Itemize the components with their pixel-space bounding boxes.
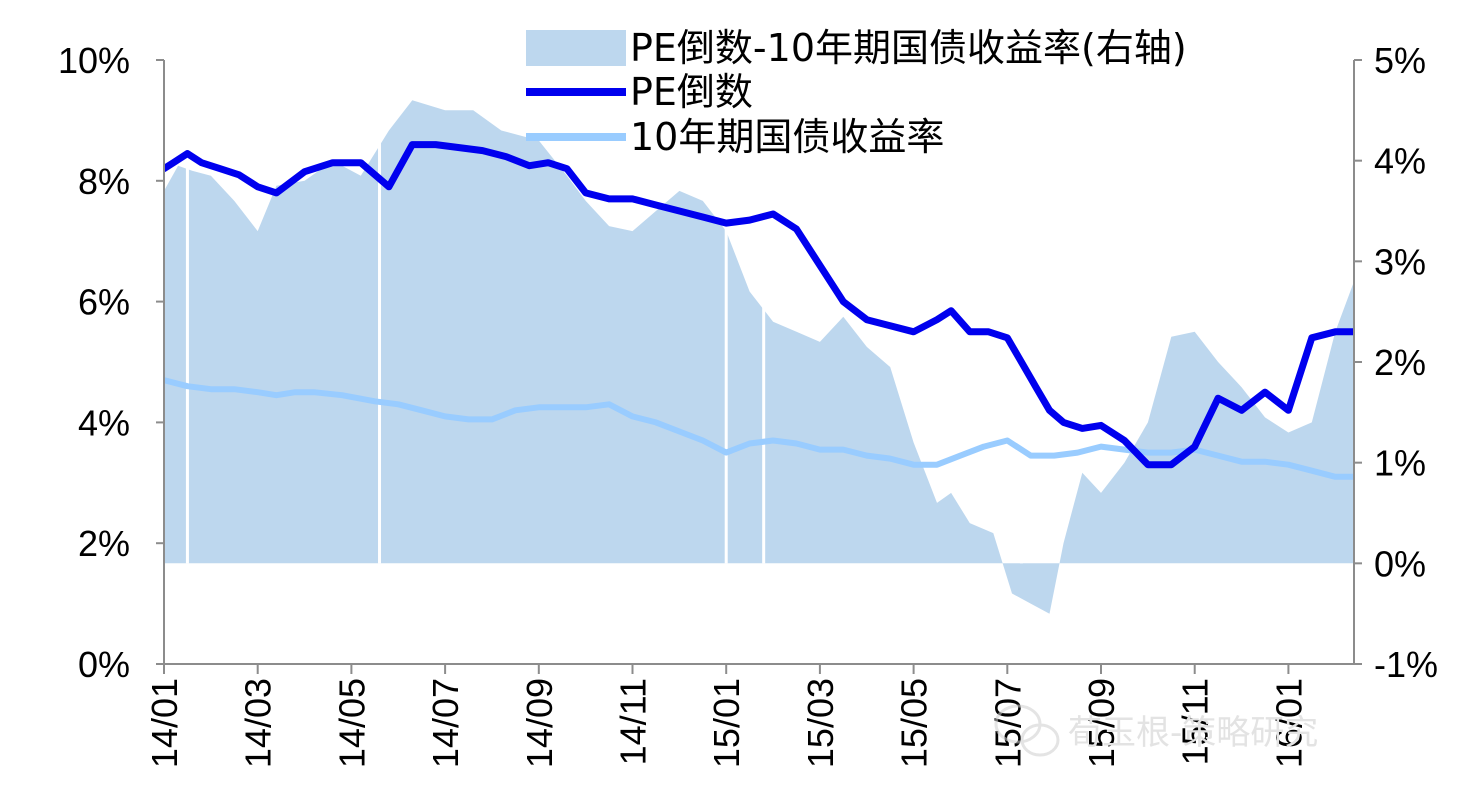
left-axis-tick-label: 2% — [78, 523, 130, 564]
x-axis-tick-label: 16/01 — [1268, 678, 1309, 768]
x-axis-tick-label: 15/07 — [987, 678, 1028, 768]
left-axis-tick-label: 6% — [78, 282, 130, 323]
x-axis-tick-label: 14/03 — [238, 678, 279, 768]
x-axis-tick-label: 15/03 — [800, 678, 841, 768]
legend-swatch-area — [526, 30, 626, 66]
x-axis-tick-label: 15/05 — [894, 678, 935, 768]
legend-label-area: PE倒数-10年期国债收益率(右轴) — [630, 26, 1187, 70]
right-axis-tick-label: 0% — [1374, 543, 1426, 584]
watermark: 荀玉根-策略研究 — [994, 704, 1318, 757]
right-axis-tick-label: 3% — [1374, 241, 1426, 282]
left-axis-tick-label: 0% — [78, 644, 130, 685]
right-axis-tick-label: 4% — [1374, 141, 1426, 182]
series-line-pe-inverse — [164, 141, 1354, 469]
x-axis-tick-label: 14/01 — [144, 678, 185, 768]
right-axis-tick-label: 5% — [1374, 40, 1426, 81]
x-axis-tick-label: 14/05 — [331, 678, 372, 768]
left-axis-tick-label: 8% — [78, 161, 130, 202]
area-series-layer — [164, 60, 1354, 614]
line-series-layer — [164, 141, 1354, 480]
x-axis-tick-label: 14/07 — [425, 678, 466, 768]
legend-label-pe: PE倒数 — [630, 70, 753, 114]
right-axis-tick-label: 1% — [1374, 443, 1426, 484]
left-axis-tick-label: 10% — [58, 40, 130, 81]
right-axis-tick-label: -1% — [1374, 644, 1438, 685]
right-axis-tick-label: 2% — [1374, 342, 1426, 383]
x-axis-tick-label: 14/11 — [613, 678, 654, 765]
axes: 0% 2% 4% 6% 8% 10% -1% 0% 1% 2% 3% 4% 5% 14/01 14/03 14… — [58, 40, 1438, 768]
x-axis-tick-label: 15/09 — [1081, 678, 1122, 768]
x-axis-tick-label: 14/09 — [519, 678, 560, 768]
legend-label-bond: 10年期国债收益率 — [630, 115, 944, 159]
x-axis-tick-label: 15/11 — [1175, 678, 1216, 765]
wechat-icon — [994, 704, 1060, 757]
x-axis-tick-label: 15/01 — [706, 678, 747, 768]
watermark-text: 荀玉根-策略研究 — [1068, 713, 1318, 753]
series-area-pe-minus-bond — [164, 100, 1354, 614]
left-axis-tick-label: 4% — [78, 402, 130, 443]
series-line-10y-bond — [164, 377, 1354, 480]
